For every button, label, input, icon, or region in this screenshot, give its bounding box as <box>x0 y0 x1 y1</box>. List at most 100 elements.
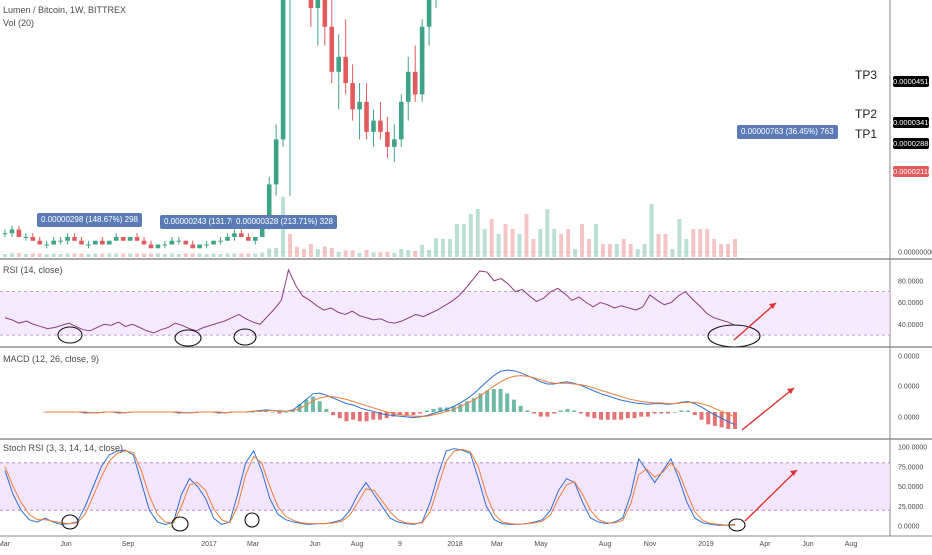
candle-body <box>239 233 244 237</box>
stoch-tick-label: 25.0000 <box>898 504 923 511</box>
macd-histogram-bar <box>337 412 342 419</box>
volume-bar <box>225 253 230 257</box>
volume-bar <box>30 253 35 257</box>
rsi-tick-label: 40.0000 <box>898 322 923 329</box>
time-tick-label: Nov <box>644 541 657 548</box>
volume-bar <box>684 239 689 257</box>
candle-body <box>371 120 376 132</box>
signal-line <box>45 375 736 418</box>
macd-arrowhead <box>787 388 794 394</box>
volume-bar <box>3 254 7 257</box>
time-tick-label: May <box>534 541 548 548</box>
macd-histogram-bar <box>558 410 563 412</box>
candle-body <box>419 26 425 95</box>
macd-histogram-bar <box>391 412 396 417</box>
candle-body <box>23 236 29 238</box>
candle-body <box>378 120 383 132</box>
macd-histogram-bar <box>310 396 315 412</box>
macd-histogram-bar <box>572 410 577 412</box>
volume-bar <box>621 239 626 257</box>
macd-histogram-bar <box>538 412 543 417</box>
volume-bar <box>267 248 272 257</box>
macd-trend-arrow <box>741 387 795 431</box>
macd-histogram-bar <box>344 412 349 422</box>
volume-bar <box>420 245 425 257</box>
rsi-highlight-circle <box>174 329 202 347</box>
tp3-label: TP3 <box>855 68 878 82</box>
volume-bar <box>427 250 432 257</box>
volume-bar <box>65 253 70 257</box>
volume-bar <box>510 229 515 257</box>
macd-histogram-bar <box>679 410 684 412</box>
macd-tick-label: 0.0000 <box>898 415 920 422</box>
macd-line <box>45 369 736 426</box>
candle-body <box>176 240 182 242</box>
volume-bar <box>128 253 133 257</box>
stoch-tick-label: 50.0000 <box>898 484 923 491</box>
volume-bar <box>489 219 494 257</box>
volume-bar <box>190 253 195 257</box>
macd-histogram-bar <box>498 388 503 412</box>
volume-bar <box>656 234 661 257</box>
volume-bar <box>72 253 77 257</box>
volume-bar <box>107 253 112 257</box>
macd-histogram-bar <box>411 412 416 416</box>
volume-bar <box>329 248 334 257</box>
macd-histogram-bar <box>666 412 671 414</box>
volume-bar <box>204 254 209 257</box>
macd-histogram-bar <box>324 408 329 412</box>
macd-tick-label: 0.0000 <box>898 354 920 361</box>
candle-body <box>183 240 189 245</box>
candle-body <box>148 244 154 249</box>
candle-body <box>211 240 216 245</box>
macd-histogram-bar <box>726 412 731 429</box>
rsi-arrowhead <box>769 303 776 309</box>
candle-body <box>329 26 335 72</box>
macd-histogram-bar <box>652 412 657 414</box>
macd-histogram-bar <box>438 407 443 412</box>
macd-histogram-bar <box>599 412 604 420</box>
time-tick-label: Jun <box>60 541 71 548</box>
rsi-line <box>4 268 736 334</box>
volume-bar <box>559 234 564 257</box>
candle-body <box>79 240 84 245</box>
current-price-tag: 0.00002118 <box>893 166 932 177</box>
macd-histogram-bar <box>712 412 717 426</box>
volume-bar <box>197 253 202 257</box>
volume-bar <box>211 253 216 257</box>
candle-body <box>252 236 258 241</box>
volume-bar <box>447 239 452 257</box>
stoch-label: Stoch RSI (3, 3, 14, 14, close) <box>3 443 124 453</box>
volume-bar <box>705 229 710 257</box>
macd-histogram-bar <box>578 412 583 414</box>
candle-body <box>385 131 390 147</box>
candle-body <box>232 233 237 237</box>
candle-body <box>93 240 98 245</box>
macd-histogram-bar <box>518 405 523 412</box>
volume-bar <box>86 254 91 257</box>
macd-histogram-bar <box>645 412 650 417</box>
volume-bar <box>566 229 571 257</box>
candle-body <box>37 240 43 245</box>
stoch-d-line <box>4 448 735 526</box>
candle-body <box>364 101 369 132</box>
volume-bar <box>698 229 703 257</box>
volume-bar <box>183 253 188 257</box>
volume-bar <box>475 209 480 257</box>
stoch-tick-label: 75.0000 <box>898 464 923 471</box>
macd-histogram-bar <box>692 412 697 416</box>
macd-histogram-bar <box>619 412 624 420</box>
macd-histogram-bar <box>485 390 490 412</box>
volume-bar <box>169 253 174 257</box>
volume-bar <box>726 244 731 257</box>
volume-bar <box>260 252 265 257</box>
macd-histogram-bar <box>404 412 409 416</box>
volume-bar <box>441 239 445 257</box>
volume-bar <box>232 253 237 257</box>
volume-bar <box>176 254 181 257</box>
volume-bar <box>691 229 696 257</box>
macd-histogram-bar <box>491 388 496 412</box>
candle-body <box>204 244 209 246</box>
